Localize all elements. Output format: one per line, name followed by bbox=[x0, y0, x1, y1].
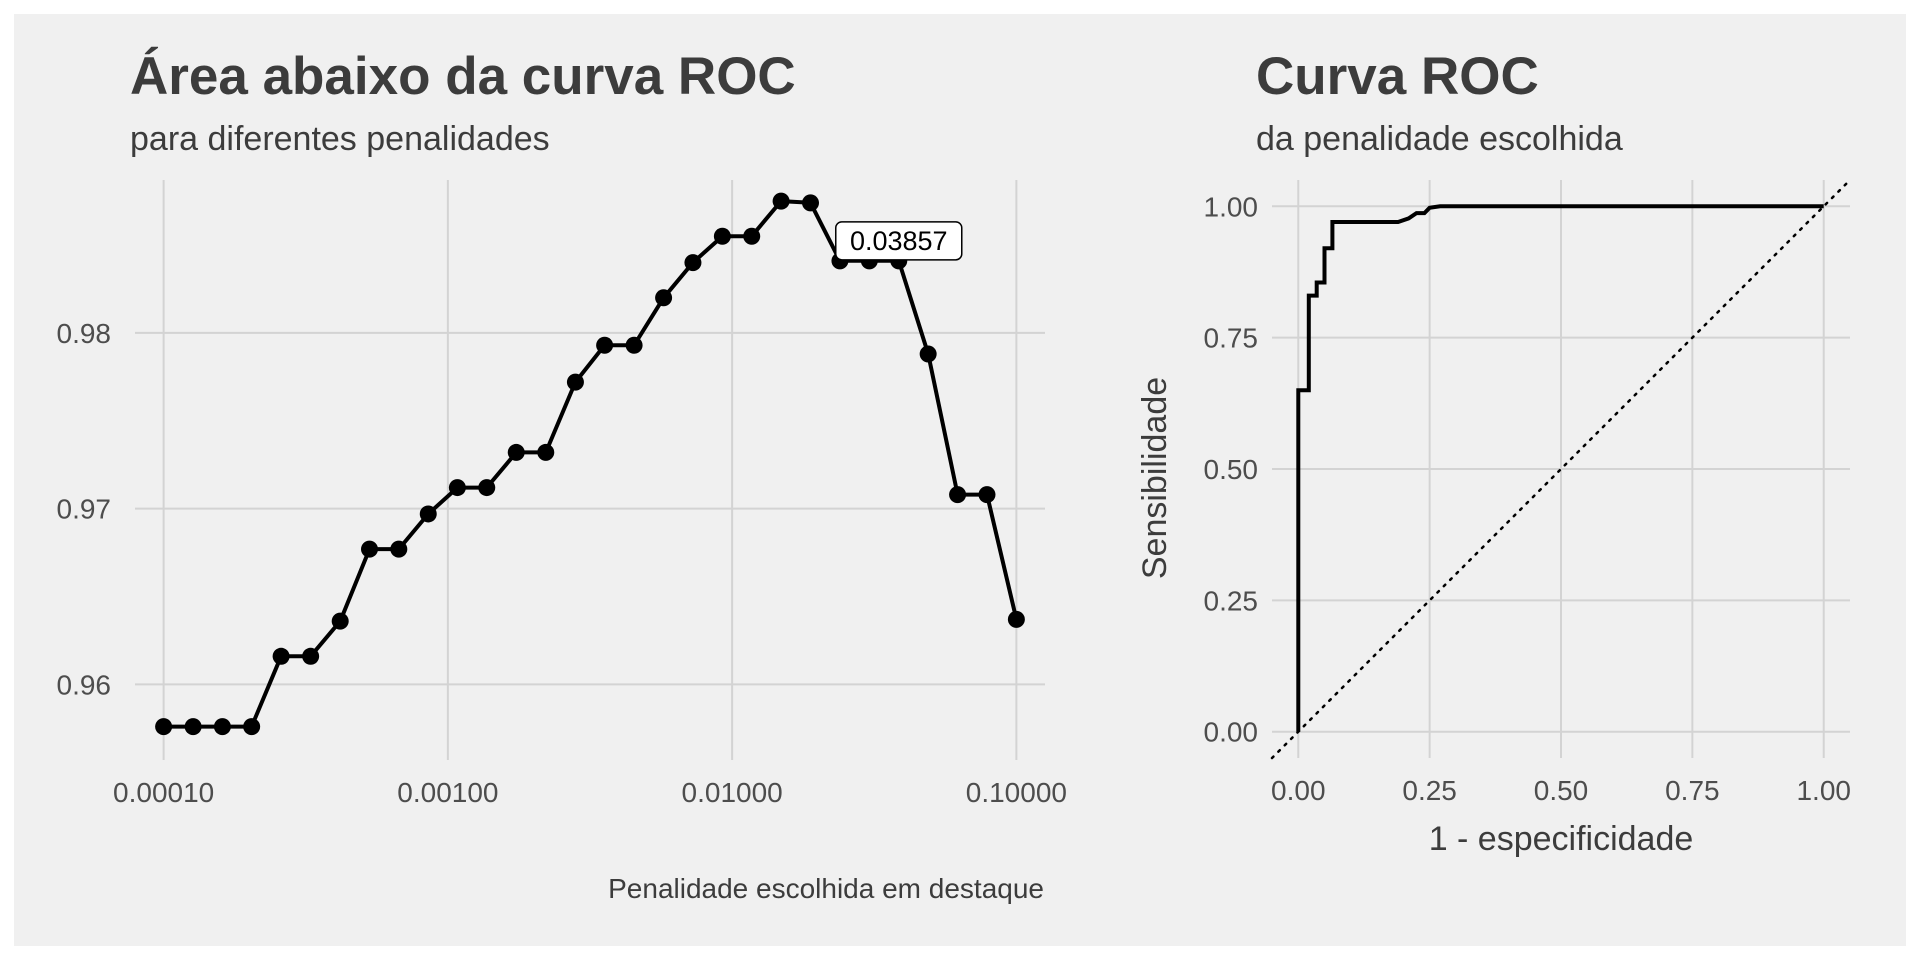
auc-data-point bbox=[743, 227, 761, 245]
auc-data-point bbox=[655, 289, 673, 307]
roc-curve-line bbox=[1296, 204, 1824, 732]
roc-x-tick-label: 0.50 bbox=[1534, 775, 1589, 806]
highlight-label-box bbox=[835, 221, 963, 261]
auc-chart-subtitle: para diferentes penalidades bbox=[130, 120, 550, 158]
roc-y-tick-label: 0.00 bbox=[1204, 717, 1259, 748]
auc-chart: Área abaixo da curva ROC para diferentes… bbox=[57, 46, 1067, 904]
roc-chart-subtitle: da penalidade escolhida bbox=[1256, 120, 1623, 158]
auc-data-point bbox=[478, 479, 496, 497]
auc-data-point bbox=[684, 254, 702, 272]
auc-x-tick-label: 0.01000 bbox=[682, 777, 783, 808]
auc-data-point bbox=[919, 345, 937, 363]
auc-chart-title: Área abaixo da curva ROC bbox=[130, 46, 796, 106]
roc-y-tick-labels: 0.00 0.25 0.50 0.75 1.00 bbox=[1204, 191, 1259, 747]
roc-x-axis-label: 1 - especificidade bbox=[1429, 820, 1694, 858]
auc-x-tick-label: 0.00010 bbox=[113, 777, 214, 808]
auc-y-tick-label: 0.97 bbox=[57, 494, 112, 525]
roc-y-tick-label: 1.00 bbox=[1204, 191, 1259, 222]
auc-data-point bbox=[625, 336, 643, 354]
roc-x-tick-label: 0.00 bbox=[1271, 775, 1326, 806]
auc-x-tick-label: 0.10000 bbox=[966, 777, 1067, 808]
auc-data-point bbox=[713, 227, 731, 245]
auc-x-tick-labels: 0.00010 0.00100 0.01000 0.10000 bbox=[113, 777, 1067, 808]
auc-data-point bbox=[596, 336, 614, 354]
auc-data-point bbox=[302, 647, 320, 665]
auc-data-point bbox=[331, 612, 349, 630]
auc-panel-background bbox=[14, 14, 1084, 946]
auc-data-point bbox=[1007, 610, 1025, 628]
auc-data-point bbox=[448, 479, 466, 497]
roc-chart-title: Curva ROC bbox=[1256, 47, 1539, 106]
auc-chart-caption: Penalidade escolhida em destaque bbox=[608, 873, 1044, 904]
auc-data-point bbox=[419, 505, 437, 523]
highlight-label-text: 0.03857 bbox=[850, 226, 948, 256]
auc-x-tick-label: 0.00100 bbox=[397, 777, 498, 808]
roc-chart: Curva ROC da penalidade escolhida 0.000.… bbox=[1136, 47, 1852, 858]
auc-data-point bbox=[213, 718, 231, 736]
auc-data-point bbox=[243, 718, 261, 736]
auc-y-tick-label: 0.96 bbox=[57, 669, 112, 700]
roc-x-tick-label: 1.00 bbox=[1796, 775, 1851, 806]
auc-data-point bbox=[772, 192, 790, 210]
auc-gridlines bbox=[135, 180, 1045, 760]
roc-y-axis-label: Sensibilidade bbox=[1136, 377, 1174, 579]
auc-data-point bbox=[361, 540, 379, 558]
roc-y-tick-label: 0.75 bbox=[1204, 323, 1259, 354]
auc-data-point bbox=[390, 540, 408, 558]
auc-data-point bbox=[507, 443, 525, 461]
auc-data-point bbox=[566, 373, 584, 391]
roc-panel-background bbox=[1084, 14, 1906, 946]
auc-y-tick-label: 0.98 bbox=[57, 318, 112, 349]
auc-data-point bbox=[155, 718, 173, 736]
highlight-label: 0.03857 bbox=[835, 221, 963, 261]
roc-y-tick-label: 0.25 bbox=[1204, 585, 1259, 616]
auc-data-point bbox=[978, 486, 996, 504]
auc-data-point bbox=[184, 718, 202, 736]
roc-x-tick-labels: 0.00 0.25 0.50 0.75 1.00 bbox=[1271, 775, 1851, 806]
auc-data-point bbox=[272, 647, 290, 665]
roc-x-tick-label: 0.25 bbox=[1402, 775, 1457, 806]
roc-x-tick-label: 0.75 bbox=[1665, 775, 1720, 806]
roc-reference-diagonal bbox=[1270, 178, 1852, 760]
auc-data-point bbox=[949, 486, 967, 504]
roc-y-tick-label: 0.50 bbox=[1204, 454, 1259, 485]
auc-data-point bbox=[802, 194, 820, 212]
auc-data-point bbox=[537, 443, 555, 461]
auc-y-tick-labels: 0.96 0.97 0.98 bbox=[57, 318, 112, 701]
